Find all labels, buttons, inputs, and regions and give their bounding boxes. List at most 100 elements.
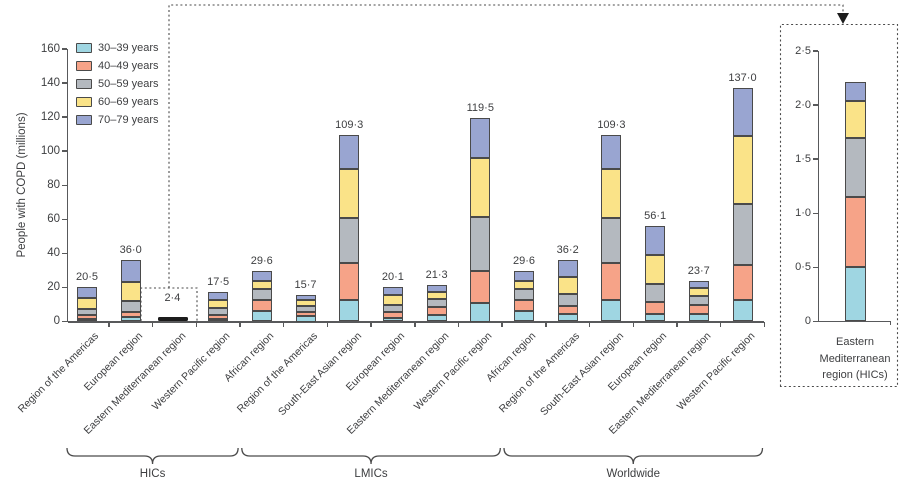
bar-segment [732,88,753,137]
legend-swatch-icon [76,43,92,53]
bar-segment [77,286,97,299]
inset-y-axis-tick-label: 2·5 [795,44,811,57]
bar-segment [426,299,447,308]
group-underbrace [503,447,764,465]
bar-segment [514,289,534,301]
legend-label: 60–69 years [98,96,159,108]
bar-segment [514,280,534,290]
x-axis-tick [326,322,329,327]
bar-total-label: 36·2 [556,243,579,256]
x-axis-tick [195,322,197,327]
y-axis-tick-label: 40 [47,246,60,259]
bar-total-label: 29·6 [512,255,536,268]
bar-total-label: 137·0 [728,72,757,85]
x-axis-tick [545,322,547,327]
x-axis-tick [588,322,591,327]
bar-segment [557,293,578,306]
y-axis-tick [62,82,67,84]
x-axis-tick [632,322,634,327]
inset-x-axis-end-tick [889,321,891,325]
bar-segment [339,300,360,322]
bar-segment [557,313,578,322]
bar-segment [295,316,316,322]
legend-item: 60–69 years [76,96,186,110]
bar-segment [688,296,709,306]
bar-segment [732,136,753,204]
bar-segment [251,289,272,301]
bar-segment [120,260,141,282]
bar-segment [732,264,753,301]
y-axis-tick-label: 100 [40,144,60,157]
inset-y-axis-tick-label: 0 [804,315,811,327]
bar-total-label: 15·7 [294,278,317,291]
bar-total-label: 36·0 [119,244,142,257]
group-underbrace [66,447,239,465]
legend-swatch-icon [76,115,92,125]
inset-dashed-border-box [779,23,899,388]
bar-segment [732,300,753,322]
bar-segment [295,294,316,301]
y-axis-tick-label: 0 [53,315,60,327]
bar-segment [557,259,578,277]
income-group-label: LMICs [354,468,388,480]
bar-segment [426,285,447,293]
x-axis-tick [763,322,766,327]
bar-segment [120,300,141,312]
legend-label: 40–49 years [98,60,159,72]
bar-segment [688,314,709,322]
y-axis-tick-label: 140 [40,76,60,89]
bar-segment [601,135,622,169]
inset-bar-segment [844,82,866,101]
x-axis-tick [414,322,416,327]
bar-segment [645,254,666,285]
bar-segment [557,276,578,294]
bar-segment [77,318,97,322]
bar-total-label: 2·4 [164,292,181,304]
bar-segment [251,280,272,290]
bar-segment [120,281,141,301]
bar-segment [470,158,491,218]
inset-y-axis-tick-label: 0·5 [795,260,811,273]
bar-segment [645,302,666,314]
bar-total-label: 109·3 [597,119,626,132]
x-axis-region-label: Western Pacific region [674,330,757,413]
bar-total-label: 23·7 [687,265,710,278]
bar-total-label: 119·5 [466,101,494,114]
legend-item: 30–39 years [76,42,186,56]
bar-segment [426,307,447,316]
bar-total-label: 56·1 [644,209,667,222]
inset-title-line: region (HICs) [822,369,888,381]
legend-item: 70–79 years [76,114,186,128]
bar-segment [251,271,272,281]
bar-segment [426,315,447,322]
x-axis-tick [239,322,241,327]
bar-total-label: 109·3 [335,119,364,132]
bar-segment [120,311,141,318]
x-axis-tick [370,322,372,327]
inset-bar-segment [844,267,866,322]
bar-segment [688,305,709,315]
bar-segment [426,292,447,300]
inset-title-line: Eastern [836,336,874,348]
x-axis-tick [501,322,503,327]
bar-segment [557,305,578,314]
bar-total-label: 21·3 [425,269,448,282]
x-axis-region-label: Region of the Americas [234,330,320,416]
bar-segment [339,263,360,301]
x-axis-tick [676,322,678,327]
inset-bar-segment [844,100,866,138]
x-axis-tick [151,322,154,327]
bar-segment [382,311,403,318]
y-axis-tick-label: 60 [47,212,60,225]
x-axis-region-label: South-East Asian region [537,330,626,419]
inset-bar-segment [844,137,866,198]
bar-segment [645,225,666,255]
y-axis-tick [62,116,67,118]
bar-segment [601,300,622,322]
bar-segment [382,287,403,295]
legend-swatch-icon [76,61,92,71]
income-group-label: HICs [139,468,166,480]
bar-segment [251,300,272,312]
bar-segment [601,217,622,264]
